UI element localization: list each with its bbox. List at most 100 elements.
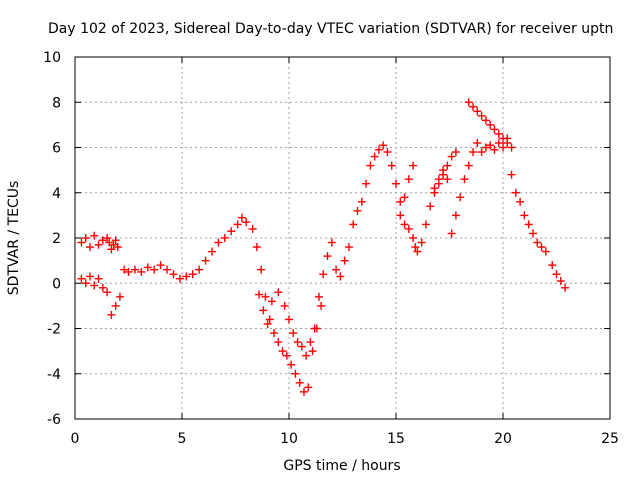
data-point <box>115 292 124 301</box>
y-tick-label: -2 <box>47 322 61 338</box>
data-point <box>85 243 94 252</box>
data-point <box>447 229 456 238</box>
data-point <box>528 229 537 238</box>
data-point <box>233 220 242 229</box>
y-tick-label: 6 <box>52 141 61 157</box>
data-point <box>98 236 107 245</box>
data-point <box>214 238 223 247</box>
data-point <box>143 263 152 272</box>
data-point <box>443 161 452 170</box>
data-point <box>195 265 204 274</box>
data-point <box>175 274 184 283</box>
data-point <box>344 243 353 252</box>
data-point <box>469 102 478 111</box>
data-point <box>469 148 478 157</box>
data-point <box>270 329 279 338</box>
data-point <box>374 145 383 154</box>
data-point <box>473 107 482 116</box>
data-point <box>439 166 448 175</box>
data-point <box>302 351 311 360</box>
data-point <box>274 288 283 297</box>
data-point <box>120 265 129 274</box>
data-point <box>499 134 507 143</box>
data-point <box>248 224 257 233</box>
x-tick-label: 10 <box>280 431 298 447</box>
data-point <box>349 220 358 229</box>
data-point <box>113 243 122 252</box>
data-point <box>464 161 473 170</box>
data-point <box>409 161 418 170</box>
data-point <box>242 218 251 227</box>
data-point <box>263 319 272 328</box>
data-point <box>396 197 405 206</box>
data-point <box>81 279 90 288</box>
data-point <box>103 234 112 242</box>
data-point <box>443 175 452 184</box>
y-axis-label: SDTVAR / TECUs <box>6 181 22 296</box>
data-point <box>370 152 379 161</box>
data-point <box>81 234 90 242</box>
data-point <box>411 243 420 252</box>
data-point <box>556 276 565 285</box>
data-points <box>77 98 570 396</box>
data-point <box>257 265 266 274</box>
data-point <box>451 148 460 157</box>
data-point <box>103 288 112 297</box>
data-point <box>507 143 516 152</box>
data-point <box>310 324 319 333</box>
data-point <box>308 347 317 356</box>
y-tick-label: -4 <box>47 367 61 383</box>
data-point <box>94 240 103 249</box>
data-point <box>447 152 456 161</box>
data-point <box>464 98 473 107</box>
data-point <box>409 234 418 242</box>
data-point <box>490 125 499 134</box>
data-point <box>357 197 366 206</box>
data-point <box>507 170 516 179</box>
y-tick-label: 4 <box>52 186 61 202</box>
data-point <box>137 267 146 276</box>
data-point <box>90 281 99 290</box>
data-point <box>417 238 426 247</box>
data-point <box>98 283 107 292</box>
data-point <box>524 220 533 229</box>
data-point <box>289 329 298 338</box>
data-point <box>430 184 439 193</box>
data-point <box>297 342 306 351</box>
data-point <box>486 141 495 150</box>
data-point <box>552 270 561 279</box>
data-point <box>362 179 371 188</box>
data-point <box>280 301 289 310</box>
grid-lines <box>75 57 610 419</box>
data-point <box>278 347 287 356</box>
data-point <box>255 290 264 299</box>
data-point <box>77 274 86 283</box>
data-point <box>404 224 413 233</box>
data-point <box>460 175 469 184</box>
data-point <box>163 265 172 274</box>
x-axis-label: GPS time / hours <box>283 458 400 474</box>
data-point <box>477 111 486 120</box>
data-point <box>499 143 507 152</box>
data-point <box>353 206 362 215</box>
data-point <box>188 270 197 279</box>
data-point <box>541 247 550 256</box>
data-point <box>267 297 276 306</box>
data-point <box>109 240 118 249</box>
plot-frame <box>74 56 611 420</box>
data-point <box>105 238 114 247</box>
data-point <box>477 148 486 157</box>
x-tick-label: 5 <box>178 431 187 447</box>
data-point <box>252 243 261 252</box>
data-point <box>274 338 283 347</box>
data-point <box>107 310 116 319</box>
data-point <box>306 338 315 347</box>
data-point <box>336 272 345 281</box>
data-point <box>400 220 409 229</box>
data-point <box>285 315 293 324</box>
data-point <box>299 387 308 396</box>
data-point <box>456 193 465 202</box>
data-point <box>383 148 392 157</box>
data-point <box>548 261 557 270</box>
x-tick-labels: 0 5 10 15 20 25 <box>71 431 619 447</box>
